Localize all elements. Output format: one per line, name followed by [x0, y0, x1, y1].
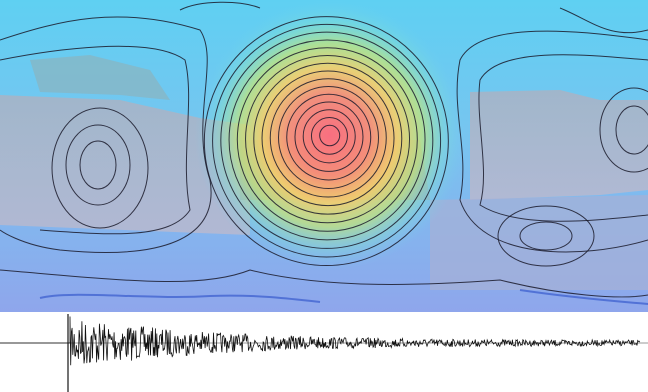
page: (() => { const data = JSON.parse(documen… — [0, 0, 648, 392]
viewer — [0, 0, 648, 392]
heatmap-panorama — [0, 0, 648, 312]
